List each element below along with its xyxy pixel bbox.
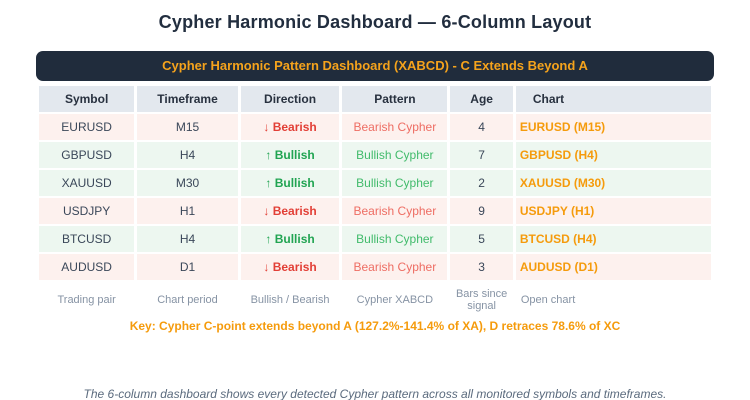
- column-header-timeframe: Timeframe: [137, 86, 238, 112]
- age-cell: 4: [450, 114, 513, 140]
- age-cell: 9: [450, 198, 513, 224]
- timeframe-cell: H4: [137, 142, 238, 168]
- direction-cell: ↑ Bullish: [240, 170, 340, 196]
- symbol-cell: GBPUSD: [39, 142, 135, 168]
- table-row: EURUSD M15 ↓ Bearish Bearish Cypher 4 EU…: [39, 114, 711, 140]
- pattern-cell: Bullish Cypher: [342, 170, 448, 196]
- age-cell: 5: [450, 226, 513, 252]
- column-header-chart: Chart: [515, 86, 711, 112]
- pattern-cell: Bearish Cypher: [342, 254, 448, 280]
- chart-link[interactable]: BTCUSD (H4): [519, 232, 597, 246]
- chart-cell: AUDUSD (D1): [515, 254, 711, 280]
- chart-link[interactable]: EURUSD (M15): [519, 120, 606, 134]
- dashboard-banner: Cypher Harmonic Pattern Dashboard (XABCD…: [36, 51, 714, 81]
- table-row: XAUUSD M30 ↑ Bullish Bullish Cypher 2 XA…: [39, 170, 711, 196]
- column-note-pattern: Cypher XABCD: [356, 294, 434, 306]
- chart-link[interactable]: AUDUSD (D1): [519, 260, 598, 274]
- direction-cell: ↓ Bearish: [240, 254, 340, 280]
- direction-cell: ↑ Bullish: [240, 226, 340, 252]
- timeframe-cell: M30: [137, 170, 238, 196]
- age-cell: 2: [450, 170, 513, 196]
- chart-cell: GBPUSD (H4): [515, 142, 711, 168]
- age-cell: 3: [450, 254, 513, 280]
- pattern-cell: Bearish Cypher: [342, 114, 448, 140]
- chart-cell: BTCUSD (H4): [515, 226, 711, 252]
- direction-cell: ↓ Bearish: [240, 114, 340, 140]
- table-row: GBPUSD H4 ↑ Bullish Bullish Cypher 7 GBP…: [39, 142, 711, 168]
- timeframe-cell: H4: [137, 226, 238, 252]
- chart-cell: XAUUSD (M30): [515, 170, 711, 196]
- column-header-pattern: Pattern: [342, 86, 448, 112]
- symbol-cell: BTCUSD: [39, 226, 135, 252]
- age-cell: 7: [450, 142, 513, 168]
- table-header-row: Symbol Timeframe Direction Pattern Age C…: [39, 86, 711, 112]
- chart-link[interactable]: GBPUSD (H4): [519, 148, 598, 162]
- table-row: BTCUSD H4 ↑ Bullish Bullish Cypher 5 BTC…: [39, 226, 711, 252]
- timeframe-cell: H1: [137, 198, 238, 224]
- chart-cell: USDJPY (H1): [515, 198, 711, 224]
- page-title: Cypher Harmonic Dashboard — 6-Column Lay…: [158, 12, 592, 32]
- pattern-cell: Bearish Cypher: [342, 198, 448, 224]
- chart-cell: EURUSD (M15): [515, 114, 711, 140]
- symbol-cell: USDJPY: [39, 198, 135, 224]
- pattern-cell: Bullish Cypher: [342, 226, 448, 252]
- table-row: AUDUSD D1 ↓ Bearish Bearish Cypher 3 AUD…: [39, 254, 711, 280]
- cypher-dashboard: Cypher Harmonic Pattern Dashboard (XABCD…: [36, 51, 714, 333]
- symbol-cell: AUDUSD: [39, 254, 135, 280]
- column-header-direction: Direction: [240, 86, 340, 112]
- column-note-symbol: Trading pair: [57, 294, 116, 306]
- symbol-cell: EURUSD: [39, 114, 135, 140]
- column-note-direction: Bullish / Bearish: [250, 294, 330, 306]
- pattern-table: Symbol Timeframe Direction Pattern Age C…: [36, 84, 714, 316]
- table-row: USDJPY H1 ↓ Bearish Bearish Cypher 9 USD…: [39, 198, 711, 224]
- direction-cell: ↑ Bullish: [240, 142, 340, 168]
- symbol-cell: XAUUSD: [39, 170, 135, 196]
- dashboard-caption: The 6-column dashboard shows every detec…: [83, 387, 667, 400]
- chart-link[interactable]: USDJPY (H1): [519, 204, 595, 218]
- column-note-chart: Open chart: [520, 294, 576, 306]
- column-header-symbol: Symbol: [39, 86, 135, 112]
- direction-cell: ↓ Bearish: [240, 198, 340, 224]
- chart-link[interactable]: XAUUSD (M30): [519, 176, 606, 190]
- column-header-age: Age: [450, 86, 513, 112]
- column-note-age: Bars since signal: [455, 288, 508, 312]
- column-note-timeframe: Chart period: [157, 294, 218, 306]
- pattern-key-note: Key: Cypher C-point extends beyond A (12…: [129, 319, 621, 333]
- timeframe-cell: D1: [137, 254, 238, 280]
- timeframe-cell: M15: [137, 114, 238, 140]
- column-notes-row: Trading pair Chart period Bullish / Bear…: [39, 282, 711, 314]
- pattern-cell: Bullish Cypher: [342, 142, 448, 168]
